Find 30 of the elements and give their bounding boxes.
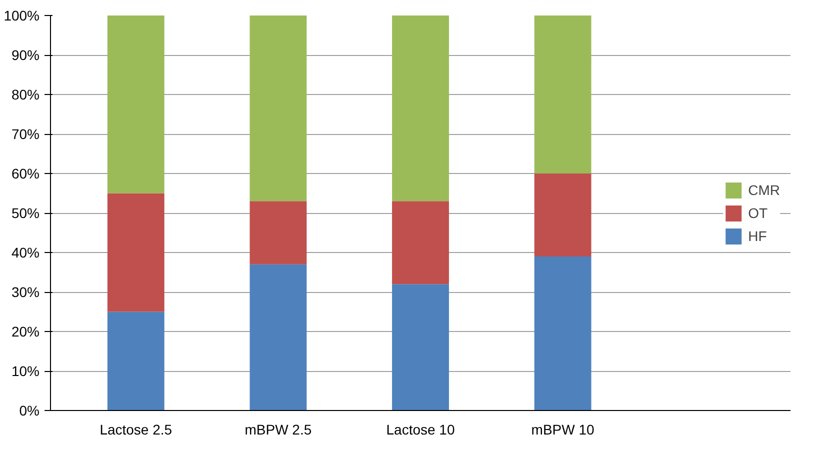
bar: [392, 201, 449, 284]
x-tick-label: Lactose 2.5: [100, 422, 172, 438]
y-tick-label: 90%: [11, 47, 40, 63]
bar: [250, 16, 307, 202]
y-tick-label: 70%: [11, 126, 40, 142]
x-tick-label: Lactose 10: [386, 422, 455, 438]
x-tick-label: mBPW 2.5: [244, 422, 312, 438]
legend-label: OT: [748, 204, 768, 220]
legend-label: HF: [748, 228, 768, 244]
bar: [534, 256, 592, 410]
y-tick-label: 10%: [11, 363, 40, 379]
bar: [534, 174, 592, 256]
bar: [250, 201, 307, 264]
bar: [107, 312, 164, 410]
y-tick-label: 100%: [4, 8, 40, 24]
y-tick-label: 30%: [11, 284, 40, 300]
y-tick-label: 60%: [11, 166, 40, 182]
y-tick-label: 80%: [11, 86, 40, 102]
bar: [534, 16, 592, 174]
y-tick-label: 50%: [11, 205, 40, 221]
y-tick-label: 20%: [11, 324, 40, 340]
x-tick-label: mBPW 10: [531, 422, 595, 438]
bar: [392, 284, 449, 410]
bar: [107, 193, 164, 312]
legend-label: CMR: [748, 182, 780, 198]
y-tick-label: 40%: [11, 244, 40, 260]
bar: [250, 264, 307, 410]
bar: [392, 16, 449, 202]
bar: [107, 16, 164, 194]
y-tick-label: 0%: [19, 402, 40, 418]
